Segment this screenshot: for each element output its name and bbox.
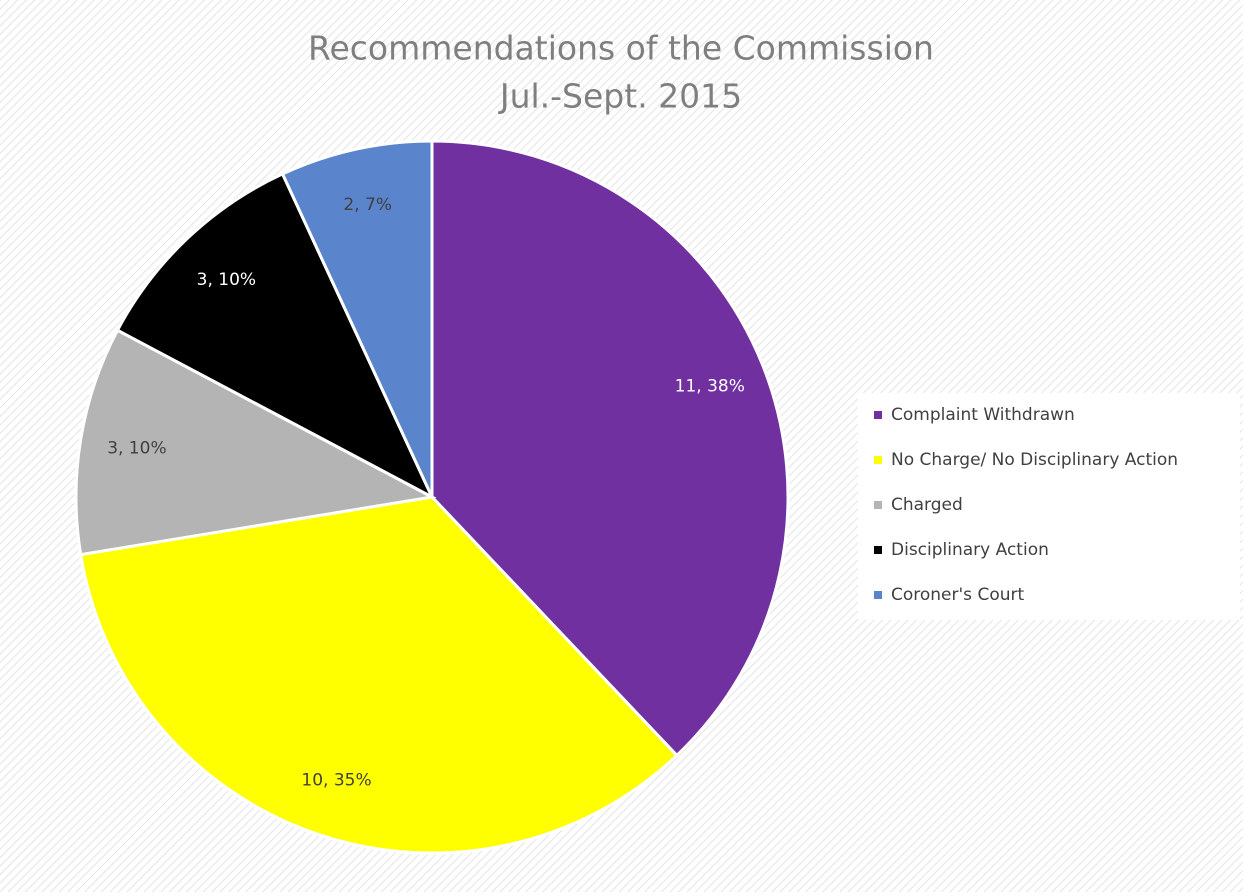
legend-marker <box>874 411 882 419</box>
data-label: 3, 10% <box>107 439 166 459</box>
legend-marker <box>874 501 882 509</box>
data-label: 11, 38% <box>675 376 745 396</box>
data-label: 10, 35% <box>301 770 371 790</box>
legend-label: Charged <box>891 495 963 515</box>
legend-box <box>858 393 1240 620</box>
legend-marker <box>874 456 882 464</box>
data-label: 2, 7% <box>343 195 392 215</box>
legend-marker <box>874 591 882 599</box>
pie-slice <box>430 139 790 758</box>
pie-slice <box>74 328 437 557</box>
chart-subtitle: Jul.-Sept. 2015 <box>498 77 742 116</box>
pie-slice <box>115 171 436 501</box>
pie-slice <box>78 495 679 855</box>
chart-title: Recommendations of the Commission <box>308 29 934 68</box>
legend-label: Disciplinary Action <box>891 540 1049 560</box>
legend-label: No Charge/ No Disciplinary Action <box>891 450 1178 470</box>
legend-label: Complaint Withdrawn <box>891 405 1075 425</box>
pie-slice <box>280 139 434 498</box>
legend-label: Coroner's Court <box>891 585 1024 605</box>
data-label: 3, 10% <box>197 270 256 290</box>
legend-marker <box>874 546 882 554</box>
